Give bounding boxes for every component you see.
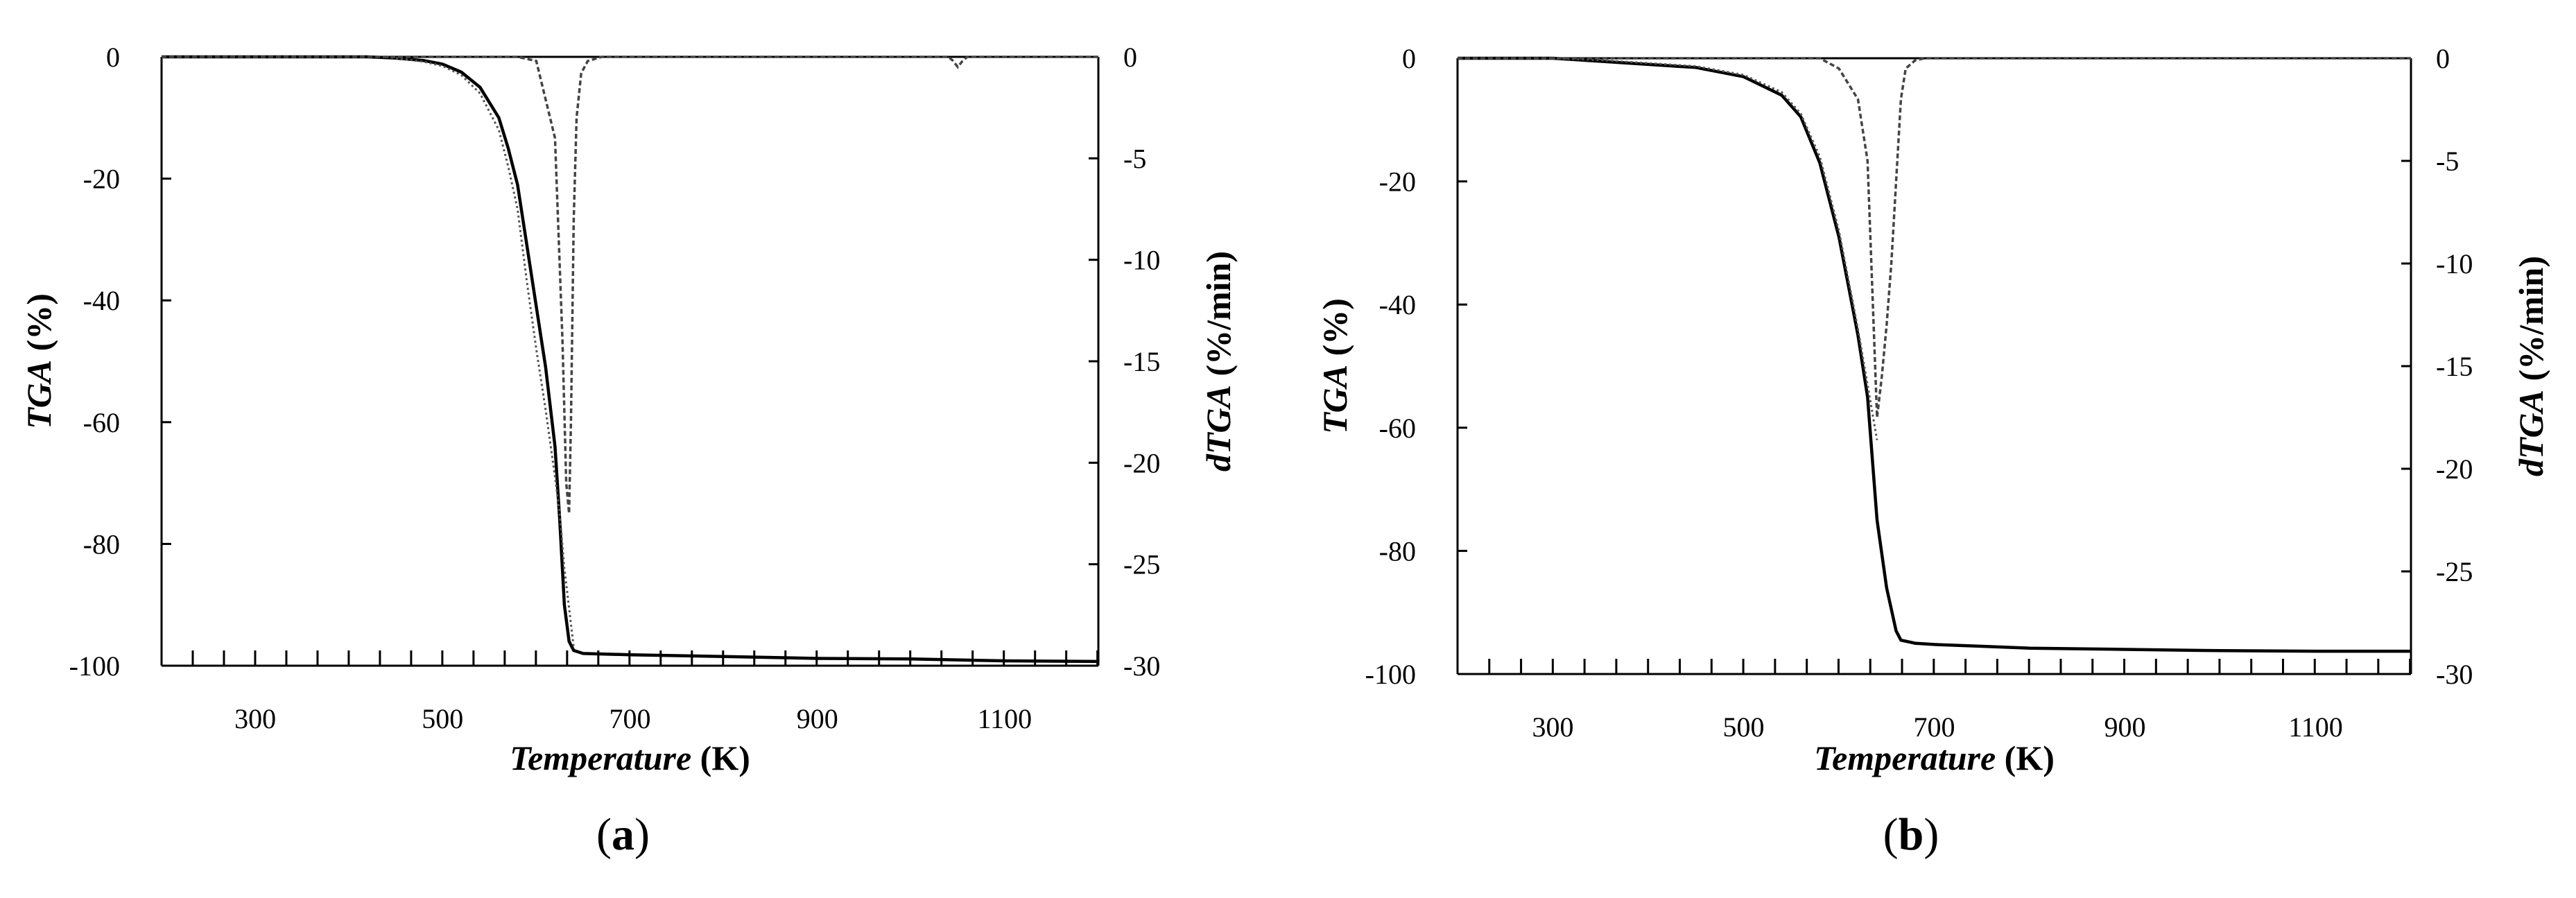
y-tick-label: -60	[83, 407, 120, 438]
panel-b: 300 500 700 900 1100 0 -20 -40 -60 -80 -100 0 -5 -10 -…	[1288, 0, 2576, 898]
dtga-line	[1458, 57, 2411, 418]
y-tick-label: -100	[69, 650, 120, 682]
y2-axis-title: dTGA (%/min)	[2512, 256, 2550, 476]
y-tick-label: 0	[1402, 43, 1416, 74]
tga-solid-line	[1458, 56, 2411, 653]
panel-label-letter: a	[612, 809, 634, 860]
y2-tick-label: -5	[2436, 146, 2459, 177]
y-tick-label: -40	[83, 285, 120, 316]
y2-tick-label: -25	[2436, 556, 2473, 587]
y-tick-label: -40	[1379, 289, 1416, 320]
y2-axis-title-unit: (%/min)	[2512, 256, 2550, 390]
chart-a: 300 500 700 900 1100 0 -20 -40 -60 -80 -100 0 -5 -10 -…	[19, 42, 1238, 860]
tga-dotted-line	[386, 55, 575, 648]
panel-label: (a)	[596, 809, 650, 860]
y2-tick-label: 0	[1123, 42, 1137, 73]
tga-solid-line	[162, 55, 1099, 664]
chart-b: 300 500 700 900 1100 0 -20 -40 -60 -80 -100 0 -5 -10 -…	[1315, 43, 2550, 860]
y-axis-title: TGA (%)	[1315, 298, 1354, 434]
y-tick-label: -20	[83, 164, 120, 195]
x-tick-label: 700	[1914, 711, 1955, 743]
y2-tick-label: -25	[1123, 549, 1160, 580]
x-tick-label: 300	[234, 703, 276, 734]
y2-tick-label: -30	[2436, 659, 2473, 690]
y-tick-label: -60	[1379, 413, 1416, 444]
x-tick-label: 300	[1532, 711, 1574, 743]
x-axis-title-main: Temperature	[510, 739, 691, 777]
y2-axis-title: dTGA (%/min)	[1199, 251, 1238, 472]
y-axis-title-unit: (%)	[19, 293, 58, 360]
y-axis-title-unit: (%)	[1315, 298, 1354, 365]
x-axis-title: Temperature (K)	[1814, 739, 2055, 777]
x-tick-label: 1100	[978, 703, 1032, 734]
panel-label: (b)	[1883, 809, 1939, 860]
y2-tick-label: -15	[2436, 351, 2473, 382]
x-axis-title-main: Temperature	[1814, 739, 1996, 777]
y2-axis-title-main: dTGA	[2512, 390, 2550, 476]
panel-a: 300 500 700 900 1100 0 -20 -40 -60 -80 -100 0 -5 -10 -…	[19, 42, 1238, 860]
x-axis-title-unit: (K)	[691, 739, 750, 777]
x-tick-label: 900	[797, 703, 838, 734]
x-tick-label: 500	[422, 703, 463, 734]
y-tick-label: 0	[106, 42, 120, 73]
y-tick-label: -80	[1379, 535, 1416, 567]
y2-tick-label: -10	[2436, 248, 2473, 279]
y-axis-title: TGA (%)	[19, 293, 58, 429]
panel-label-letter: b	[1899, 809, 1924, 860]
panel-label-open: (	[1883, 809, 1899, 860]
y2-tick-label: -5	[1123, 143, 1146, 174]
y2-tick-label: -10	[1123, 245, 1160, 276]
y-tick-label: -100	[1365, 659, 1416, 690]
dtga-line	[162, 55, 1098, 514]
y2-axis-title-main: dTGA	[1199, 385, 1238, 472]
x-tick-label: 700	[610, 703, 651, 734]
y2-tick-label: -20	[1123, 447, 1160, 478]
panel-label-close: )	[634, 809, 650, 860]
y2-tick-label: -30	[1123, 650, 1160, 682]
y-axis-title-main: TGA	[1315, 365, 1354, 434]
x-tick-label: 500	[1723, 711, 1765, 743]
panel-label-close: )	[1924, 809, 1939, 860]
y2-tick-label: 0	[2436, 43, 2450, 74]
tga-dotted-line	[1553, 57, 1878, 440]
y-axis-title-main: TGA	[19, 360, 58, 429]
y2-axis-title-unit: (%/min)	[1199, 251, 1238, 385]
x-axis-title: Temperature (K)	[510, 739, 750, 777]
y-tick-label: -80	[83, 528, 120, 560]
x-tick-label: 1100	[2288, 711, 2343, 743]
y2-tick-label: -15	[1123, 346, 1160, 377]
x-tick-label: 900	[2104, 711, 2146, 743]
y2-tick-label: -20	[2436, 454, 2473, 485]
x-axis-title-unit: (K)	[1996, 739, 2055, 777]
panel-label-open: (	[596, 809, 612, 860]
y-tick-label: -20	[1379, 166, 1416, 198]
